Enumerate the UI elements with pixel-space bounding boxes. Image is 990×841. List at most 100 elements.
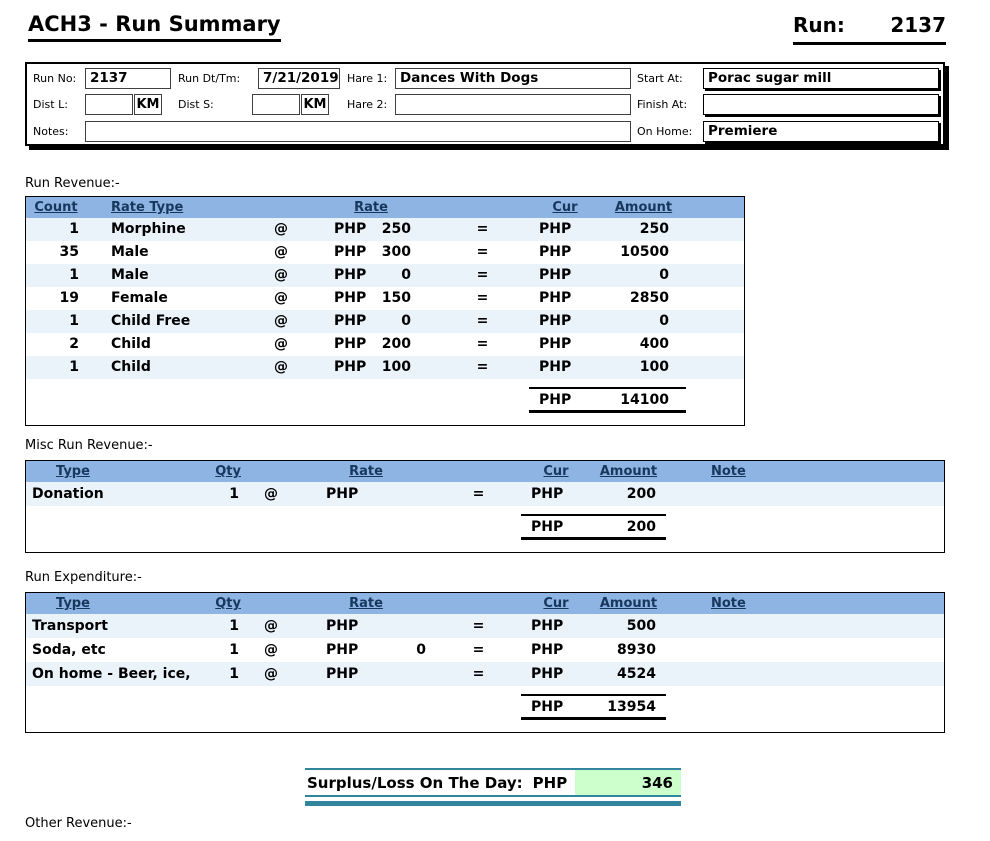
cell-rate: 300	[376, 241, 436, 264]
cell-count: 19	[26, 287, 86, 310]
cell-rate-cur: PHP	[306, 333, 376, 356]
expenditure-row: Soda, etc 1 @ PHP 0 = PHP 8930	[26, 638, 944, 662]
cell-rate-cur: PHP	[306, 287, 376, 310]
cell-cur: PHP	[529, 310, 601, 333]
cell-equals: =	[436, 614, 521, 638]
cell-note	[666, 482, 944, 506]
cell-note	[666, 614, 944, 638]
run-no-label: Run No:	[33, 72, 76, 85]
header-count: Count	[26, 197, 86, 218]
notes-field[interactable]	[85, 121, 631, 142]
cell-rate-type: Child	[86, 333, 256, 356]
expenditure-total-row: PHP 13954	[26, 694, 944, 720]
cell-cur: PHP	[529, 218, 601, 241]
run-number-header: Run: 2137	[793, 13, 946, 45]
header-type: Type	[26, 593, 186, 614]
hare1-field[interactable]: Dances With Dogs	[395, 68, 631, 89]
cell-type: On home - Beer, ice,	[26, 662, 186, 686]
total-cur: PHP	[521, 699, 607, 715]
cell-cur: PHP	[529, 241, 601, 264]
cell-equals: =	[436, 356, 529, 379]
cell-equals: =	[436, 333, 529, 356]
cell-rate-type: Male	[86, 241, 256, 264]
header-rate-type: Rate Type	[86, 197, 256, 218]
cell-cur: PHP	[521, 638, 591, 662]
cell-equals: =	[436, 310, 529, 333]
header-note: Note	[666, 461, 944, 482]
total-amount: 200	[627, 519, 666, 535]
cell-at: @	[256, 310, 306, 333]
header-rate: Rate	[306, 197, 436, 218]
cell-note	[666, 662, 944, 686]
misc-revenue-total: PHP 200	[521, 514, 666, 540]
header-cur: Cur	[529, 197, 601, 218]
header-amount: Amount	[591, 593, 666, 614]
cell-type: Soda, etc	[26, 638, 186, 662]
revenue-row: 1 Child Free @ PHP 0 = PHP 0	[26, 310, 744, 333]
dist-l-label: Dist L:	[33, 98, 68, 111]
cell-rate-cur: PHP	[306, 241, 376, 264]
cell-rate-type: Morphine	[86, 218, 256, 241]
expenditure-row: Transport 1 @ PHP = PHP 500	[26, 614, 944, 638]
cell-rate: 100	[376, 356, 436, 379]
misc-revenue-row: Donation 1 @ PHP = PHP 200	[26, 482, 944, 506]
revenue-row: 35 Male @ PHP 300 = PHP 10500	[26, 241, 744, 264]
cell-equals: =	[436, 218, 529, 241]
finish-at-field[interactable]	[703, 94, 939, 115]
cell-at: @	[256, 218, 306, 241]
run-number: 2137	[890, 13, 946, 37]
surplus-loss-row: Surplus/Loss On The Day: PHP 346	[305, 768, 681, 797]
header-qty: Qty	[186, 461, 246, 482]
cell-cur: PHP	[529, 356, 601, 379]
finish-at-label: Finish At:	[637, 98, 687, 111]
cell-rate-type: Male	[86, 264, 256, 287]
revenue-row: 1 Morphine @ PHP 250 = PHP 250	[26, 218, 744, 241]
cell-amount: 0	[601, 310, 686, 333]
cell-note	[666, 638, 944, 662]
start-at-field[interactable]: Porac sugar mill	[703, 68, 939, 89]
cell-cur: PHP	[521, 614, 591, 638]
cell-rate	[361, 662, 436, 686]
total-amount: 14100	[620, 392, 686, 408]
surplus-amount: 346	[575, 770, 681, 795]
cell-rate	[361, 482, 436, 506]
expenditure-row: On home - Beer, ice, 1 @ PHP = PHP 4524	[26, 662, 944, 686]
cell-equals: =	[436, 482, 521, 506]
cell-rate-cur: PHP	[296, 614, 361, 638]
dist-s-field[interactable]	[252, 94, 300, 115]
misc-revenue-section-label: Misc Run Revenue:-	[25, 438, 153, 453]
header-rate: Rate	[296, 461, 436, 482]
cell-amount: 500	[591, 614, 666, 638]
cell-amount: 200	[591, 482, 666, 506]
cell-equals: =	[436, 264, 529, 287]
header-amount: Amount	[601, 197, 686, 218]
revenue-row: 2 Child @ PHP 200 = PHP 400	[26, 333, 744, 356]
total-cur: PHP	[521, 519, 627, 535]
hare1-label: Hare 1:	[347, 72, 387, 85]
dist-l-unit: KM	[134, 94, 162, 115]
run-date-field[interactable]: 7/21/2019	[258, 68, 340, 89]
cell-rate: 150	[376, 287, 436, 310]
misc-revenue-table: Type Qty Rate Cur Amount Note Donation 1…	[25, 460, 945, 553]
cell-at: @	[256, 287, 306, 310]
cell-at: @	[246, 662, 296, 686]
cell-count: 1	[26, 310, 86, 333]
other-revenue-section-label: Other Revenue:-	[25, 816, 132, 831]
cell-rate-type: Female	[86, 287, 256, 310]
cell-qty: 1	[186, 662, 246, 686]
dist-l-field[interactable]	[85, 94, 133, 115]
run-no-field[interactable]: 2137	[85, 68, 171, 89]
cell-equals: =	[436, 638, 521, 662]
hare2-field[interactable]	[395, 94, 631, 115]
run-revenue-table: Count Rate Type Rate Cur Amount 1 Morphi…	[25, 196, 745, 426]
header-qty: Qty	[186, 593, 246, 614]
cell-at: @	[256, 356, 306, 379]
run-revenue-total: PHP 14100	[529, 387, 686, 413]
on-home-field[interactable]: Premiere	[703, 121, 939, 142]
cell-at: @	[246, 638, 296, 662]
surplus-label: Surplus/Loss On The Day:	[305, 774, 523, 792]
cell-amount: 8930	[591, 638, 666, 662]
cell-equals: =	[436, 241, 529, 264]
run-revenue-total-row: PHP 14100	[26, 387, 744, 413]
cell-amount: 250	[601, 218, 686, 241]
